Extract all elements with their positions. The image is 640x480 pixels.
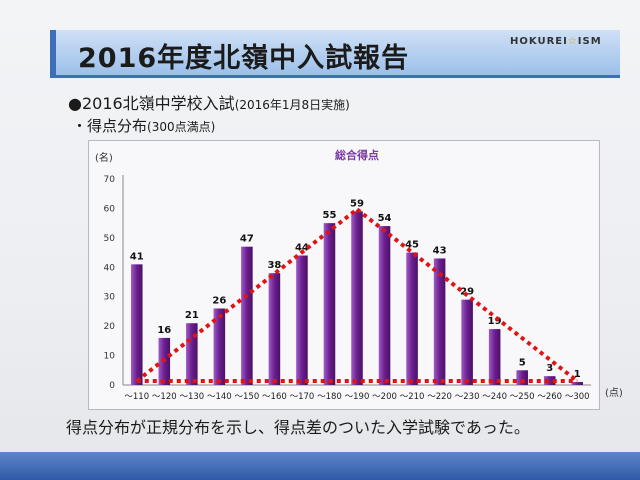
x-tick-label: ～300	[565, 392, 590, 402]
data-label: 16	[157, 325, 171, 336]
exam-heading-date: (2016年1月8日実施)	[234, 98, 350, 112]
x-tick-label: ～200	[372, 392, 397, 402]
x-tick-label: ～230	[455, 392, 480, 402]
brand-name: HOKUREI	[510, 36, 568, 47]
x-tick-label: ～170	[290, 392, 315, 402]
conclusion-text: 得点分布が正規分布を示し、得点差のついた入学試験であった。	[66, 418, 530, 437]
distribution-heading-note: (300点満点)	[147, 120, 216, 134]
x-tick-label: ～140	[207, 392, 232, 402]
bar	[406, 252, 418, 385]
x-tick-label: ～180	[317, 392, 342, 402]
trend-line-left	[135, 207, 359, 383]
brand-logo: HOKUREI☆ISM	[510, 36, 602, 47]
x-tick-label: ～250	[510, 392, 535, 402]
bar	[516, 370, 528, 385]
data-label: 43	[433, 245, 447, 256]
data-label: 3	[546, 363, 553, 374]
bar	[351, 211, 363, 385]
bar	[186, 323, 198, 385]
y-axis-label: (名)	[95, 151, 113, 164]
x-tick-label: ～130	[179, 392, 204, 402]
data-label: 47	[240, 234, 254, 245]
chart-title: 総合得点	[335, 148, 379, 162]
y-tick-label: 0	[109, 381, 115, 391]
y-tick-label: 10	[104, 352, 116, 362]
x-tick-label: ～110	[124, 392, 149, 402]
x-tick-label: ～190	[345, 392, 370, 402]
title-banner: 2016年度北嶺中入試報告	[50, 30, 620, 78]
y-tick-label: 70	[104, 175, 116, 185]
chart-frame: 総合得点 (名) 0 10 20 30 40 50 60 70 41 ～110 16 ～120 21 ～130…	[88, 140, 600, 410]
exam-heading: ●2016北嶺中学校入試(2016年1月8日実施)	[68, 90, 350, 114]
data-label: 59	[350, 198, 364, 209]
data-label: 21	[185, 310, 199, 321]
data-label: 55	[323, 210, 337, 221]
data-label: 5	[519, 357, 526, 368]
score-distribution-chart: 総合得点 (名) 0 10 20 30 40 50 60 70 41 ～110 16 ～120 21 ～130…	[95, 148, 591, 402]
x-tick-label: ～240	[482, 392, 507, 402]
bar	[130, 264, 143, 385]
data-label: 29	[460, 287, 474, 298]
data-label: 54	[378, 213, 392, 224]
data-label: 19	[488, 316, 502, 327]
data-label: 44	[295, 243, 309, 254]
data-label: 41	[130, 251, 144, 262]
y-tick-label: 40	[104, 263, 116, 273]
exam-heading-main: ●2016北嶺中学校入試	[68, 94, 235, 113]
bottom-bar	[0, 452, 640, 480]
bar	[268, 273, 281, 385]
bar	[571, 382, 584, 385]
x-tick-label: ～220	[427, 392, 452, 402]
distribution-heading-main: ・得点分布	[72, 117, 148, 135]
data-label: 1	[574, 369, 581, 380]
slide-title: 2016年度北嶺中入試報告	[78, 43, 410, 74]
brand-star-icon: ☆	[567, 36, 578, 47]
trend-line-right	[355, 207, 579, 383]
bar	[433, 258, 446, 385]
bar	[241, 246, 253, 385]
bar	[461, 299, 473, 385]
y-tick-label: 20	[104, 322, 116, 332]
bar	[296, 255, 308, 385]
x-tick-label: ～120	[152, 392, 177, 402]
x-tick-label: ～160	[262, 392, 287, 402]
data-label: 38	[267, 260, 281, 271]
data-label: 45	[405, 240, 419, 251]
distribution-heading: ・得点分布(300点満点)	[72, 115, 215, 136]
bar	[323, 223, 336, 385]
x-tick-label: ～150	[235, 392, 260, 402]
x-tick-label: ～260	[537, 392, 562, 402]
brand-tail: ISM	[577, 36, 602, 47]
data-label: 26	[212, 295, 226, 306]
bar	[488, 329, 501, 385]
x-tick-label: ～210	[400, 392, 425, 402]
x-unit-label: (点)	[605, 388, 623, 399]
y-tick-label: 30	[104, 293, 116, 303]
bar	[213, 308, 226, 385]
bar	[378, 226, 391, 385]
y-tick-label: 60	[104, 204, 116, 214]
bar	[543, 376, 556, 385]
y-tick-label: 50	[104, 234, 116, 244]
